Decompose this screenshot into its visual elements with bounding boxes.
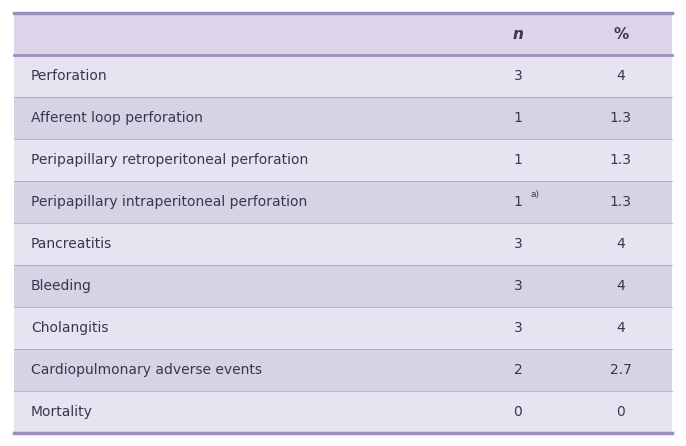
Bar xyxy=(14,55,672,97)
Text: 4: 4 xyxy=(617,321,625,335)
Text: 4: 4 xyxy=(617,279,625,293)
Text: 3: 3 xyxy=(514,237,522,251)
Bar xyxy=(14,13,672,55)
Text: Cardiopulmonary adverse events: Cardiopulmonary adverse events xyxy=(31,363,262,377)
Text: 1: 1 xyxy=(514,195,522,209)
Text: 0: 0 xyxy=(617,405,625,419)
Text: 1: 1 xyxy=(514,111,522,125)
Text: 3: 3 xyxy=(514,69,522,83)
Text: Peripapillary retroperitoneal perforation: Peripapillary retroperitoneal perforatio… xyxy=(31,153,308,167)
Bar xyxy=(14,139,672,181)
Text: Cholangitis: Cholangitis xyxy=(31,321,108,335)
Text: Afferent loop perforation: Afferent loop perforation xyxy=(31,111,203,125)
Text: 2.7: 2.7 xyxy=(610,363,632,377)
Text: Pancreatitis: Pancreatitis xyxy=(31,237,112,251)
Text: n: n xyxy=(512,27,523,42)
Text: 1.3: 1.3 xyxy=(610,153,632,167)
Bar xyxy=(14,349,672,391)
Bar xyxy=(14,265,672,307)
Bar xyxy=(14,97,672,139)
Text: 3: 3 xyxy=(514,321,522,335)
Text: 2: 2 xyxy=(514,363,522,377)
Bar xyxy=(14,223,672,265)
Text: 3: 3 xyxy=(514,279,522,293)
Text: 1.3: 1.3 xyxy=(610,195,632,209)
Text: Bleeding: Bleeding xyxy=(31,279,92,293)
Bar xyxy=(14,391,672,433)
Text: 4: 4 xyxy=(617,237,625,251)
Bar xyxy=(14,307,672,349)
Text: Peripapillary intraperitoneal perforation: Peripapillary intraperitoneal perforatio… xyxy=(31,195,307,209)
Text: 1.3: 1.3 xyxy=(610,111,632,125)
Text: %: % xyxy=(613,27,628,42)
Text: a): a) xyxy=(530,190,539,199)
Text: Mortality: Mortality xyxy=(31,405,93,419)
Text: 1: 1 xyxy=(514,153,522,167)
Bar xyxy=(14,181,672,223)
Text: 0: 0 xyxy=(514,405,522,419)
Text: Perforation: Perforation xyxy=(31,69,108,83)
Text: 4: 4 xyxy=(617,69,625,83)
